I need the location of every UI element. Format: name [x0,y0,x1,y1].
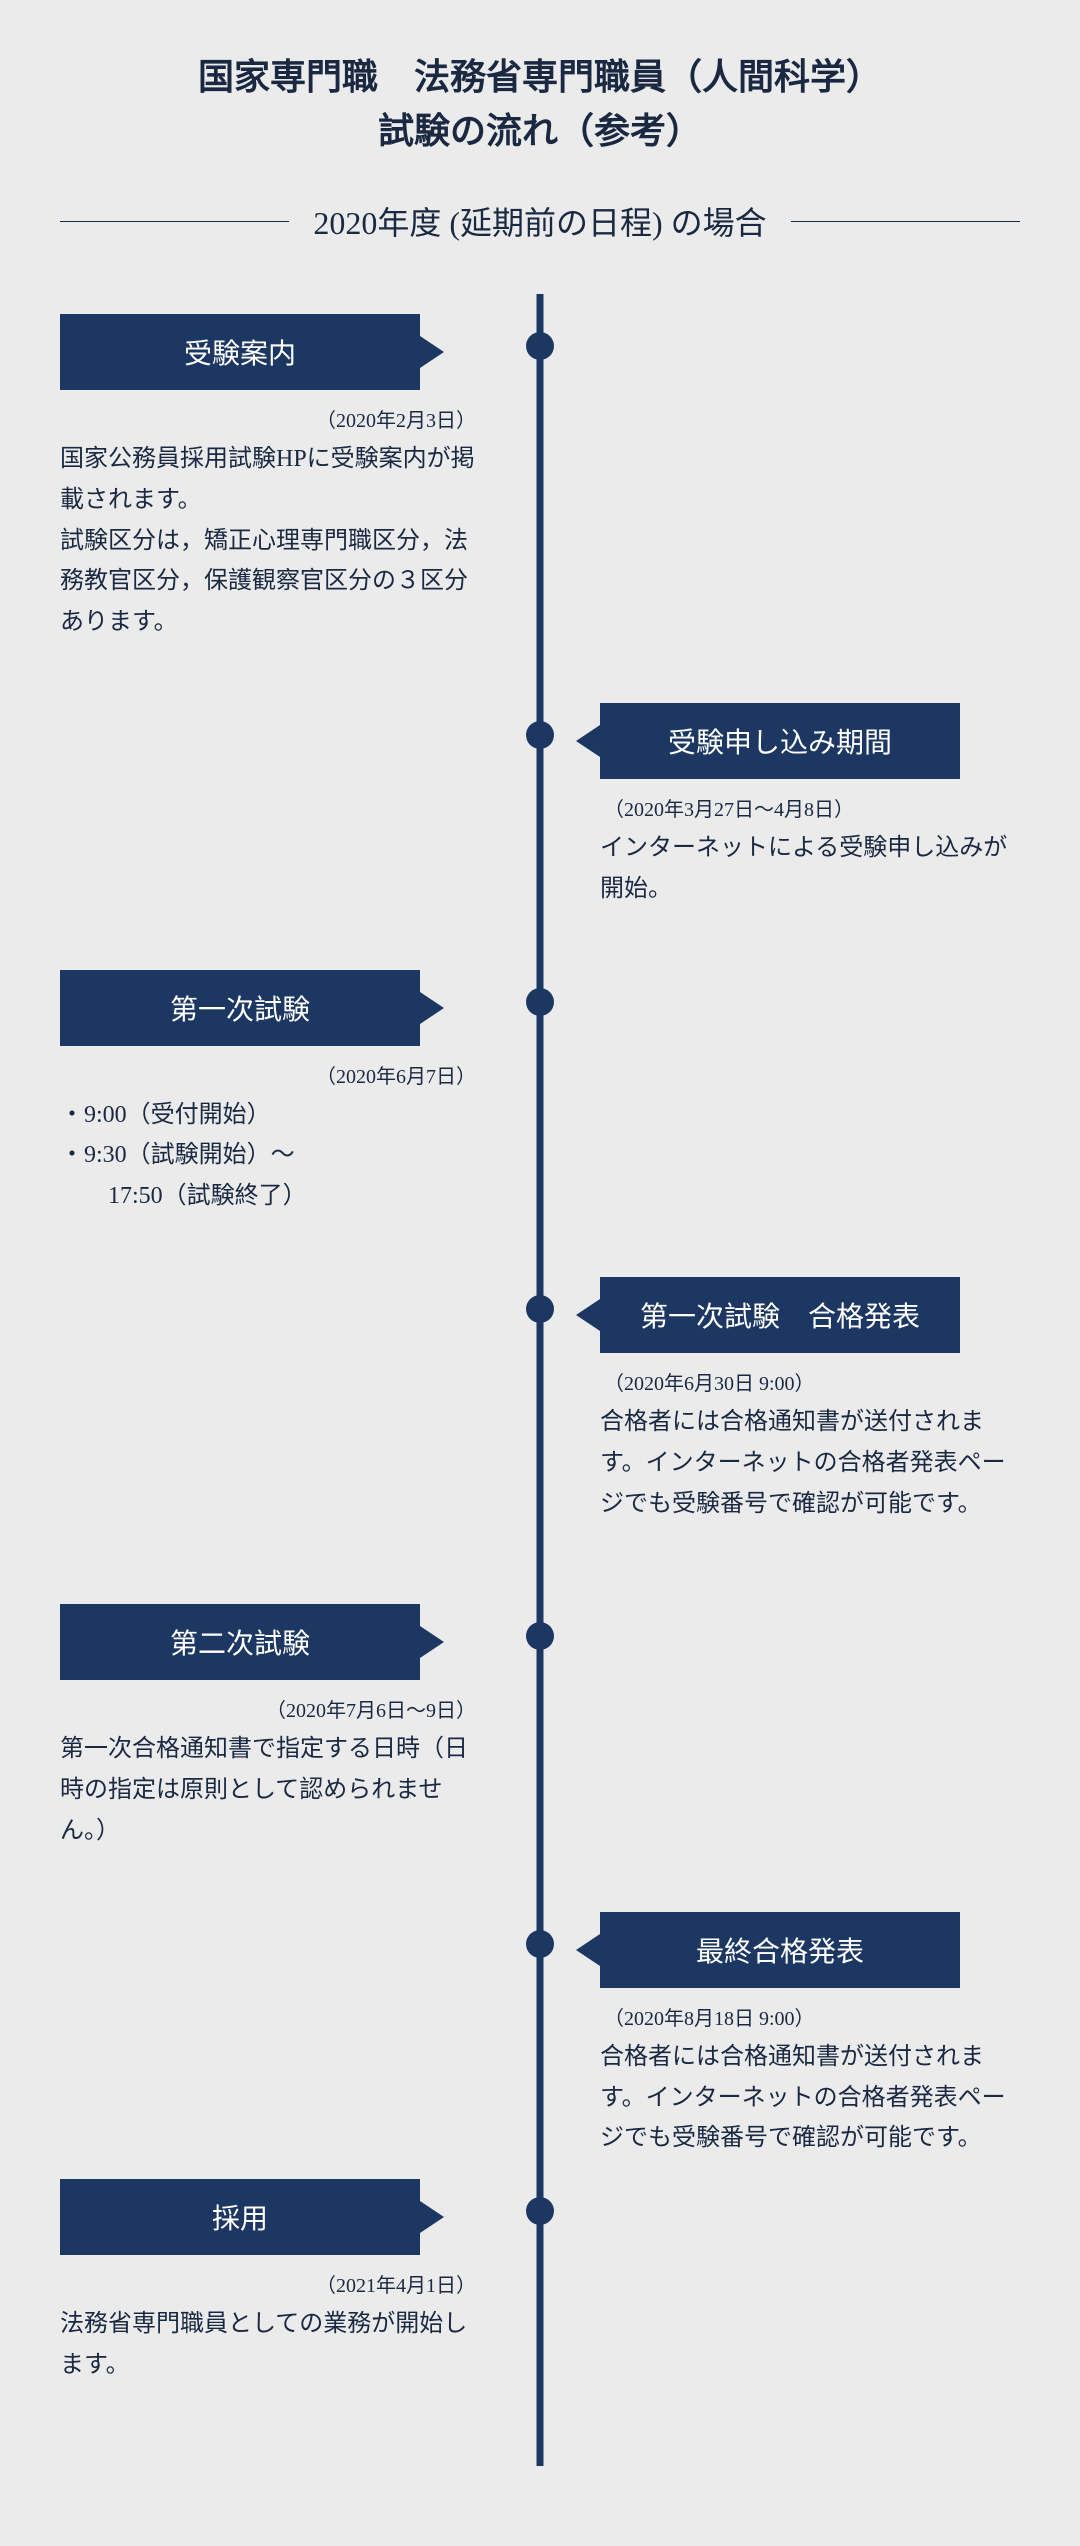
timeline-dot [526,1295,554,1323]
page-title: 国家専門職 法務省専門職員（人間科学） 試験の流れ（参考） [60,50,1020,158]
timeline-label: 採用 [60,2179,420,2255]
timeline-dot [526,988,554,1016]
timeline-desc: 合格者には合格通知書が送付されます。インターネットの合格者発表ページでも受験番号… [600,1402,1020,1524]
timeline-item: 受験申し込み期間 （2020年3月27日～4月8日） インターネットによる受験申し込… [60,703,1020,910]
title-line-2: 試験の流れ（参考） [378,111,702,151]
timeline-date: （2020年8月18日 9:00） [600,2002,1020,2031]
timeline-dot [526,721,554,749]
timeline-desc-list: ・9:00（受付開始）・9:30（試験開始）～ 17:50（試験終了） [60,1095,480,1217]
timeline-box: 採用 （2021年4月1日） 法務省専門職員としての業務が開始します。 [60,2179,480,2386]
timeline-date: （2020年2月3日） [60,404,480,433]
timeline-dot [526,1622,554,1650]
timeline-item: 第二次試験 （2020年7月6日～9日） 第一次合格通知書で指定する日時（日時の指定… [60,1604,1020,1851]
timeline-desc: 合格者には合格通知書が送付されます。インターネットの合格者発表ページでも受験番号… [600,2037,1020,2159]
timeline-label: 第一次試験 合格発表 [600,1277,960,1353]
infographic-container: 国家専門職 法務省専門職員（人間科学） 試験の流れ（参考） 2020年度 (延期… [0,0,1080,2546]
timeline-label: 第一次試験 [60,970,420,1046]
timeline-dot [526,1930,554,1958]
timeline-desc: 第一次合格通知書で指定する日時（日時の指定は原則として認められません。） [60,1729,480,1851]
divider-right [791,221,1020,222]
subtitle-text: 2020年度 (延期前の日程) の場合 [313,198,766,244]
timeline-box: 第二次試験 （2020年7月6日～9日） 第一次合格通知書で指定する日時（日時の指定… [60,1604,480,1851]
timeline-date: （2020年3月27日～4月8日） [600,793,1020,822]
timeline-box: 第一次試験 （2020年6月7日） ・9:00（受付開始）・9:30（試験開始）～ … [60,970,480,1217]
timeline-desc-list-item: ・9:30（試験開始）～ 17:50（試験終了） [60,1135,480,1217]
timeline-date: （2020年7月6日～9日） [60,1694,480,1723]
divider-left [60,221,289,222]
title-line-1: 国家専門職 法務省専門職員（人間科学） [198,57,882,97]
timeline-box: 第一次試験 合格発表 （2020年6月30日 9:00） 合格者には合格通知書が送付… [600,1277,1020,1524]
timeline-desc: 国家公務員採用試験HPに受験案内が掲載されます。 試験区分は，矯正心理専門職区分… [60,439,480,643]
timeline-date: （2020年6月30日 9:00） [600,1367,1020,1396]
timeline-item: 採用 （2021年4月1日） 法務省専門職員としての業務が開始します。 [60,2179,1020,2386]
timeline-desc: 法務省専門職員としての業務が開始します。 [60,2304,480,2386]
timeline-date: （2020年6月7日） [60,1060,480,1089]
timeline-item: 受験案内 （2020年2月3日） 国家公務員採用試験HPに受験案内が掲載されます。 … [60,314,1020,643]
timeline-item: 第一次試験 合格発表 （2020年6月30日 9:00） 合格者には合格通知書が送付… [60,1277,1020,1524]
timeline-item: 第一次試験 （2020年6月7日） ・9:00（受付開始）・9:30（試験開始）～ … [60,970,1020,1217]
timeline-desc-list-item: ・9:00（受付開始） [60,1095,480,1136]
timeline-dot [526,332,554,360]
timeline-label: 最終合格発表 [600,1912,960,1988]
timeline: 受験案内 （2020年2月3日） 国家公務員採用試験HPに受験案内が掲載されます。 … [60,294,1020,2466]
timeline-label: 受験案内 [60,314,420,390]
timeline-box: 受験案内 （2020年2月3日） 国家公務員採用試験HPに受験案内が掲載されます。 … [60,314,480,643]
subtitle-row: 2020年度 (延期前の日程) の場合 [60,198,1020,244]
timeline-dot [526,2197,554,2225]
timeline-label: 第二次試験 [60,1604,420,1680]
timeline-label: 受験申し込み期間 [600,703,960,779]
timeline-desc: インターネットによる受験申し込みが開始。 [600,828,1020,910]
timeline-box: 最終合格発表 （2020年8月18日 9:00） 合格者には合格通知書が送付されます… [600,1912,1020,2159]
timeline-date: （2021年4月1日） [60,2269,480,2298]
timeline-item: 最終合格発表 （2020年8月18日 9:00） 合格者には合格通知書が送付されます… [60,1912,1020,2159]
timeline-box: 受験申し込み期間 （2020年3月27日～4月8日） インターネットによる受験申し込… [600,703,1020,910]
